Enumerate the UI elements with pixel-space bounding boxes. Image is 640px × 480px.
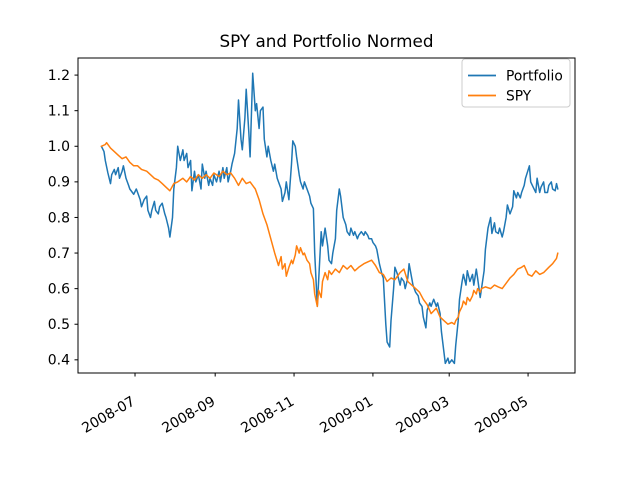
chart-title: SPY and Portfolio Normed [219, 31, 433, 51]
y-tick-label: 1.0 [48, 139, 70, 155]
legend: Portfolio SPY [461, 58, 571, 108]
y-tick-label: 1.2 [48, 68, 70, 84]
y-tick-label: 0.5 [48, 317, 70, 333]
y-tick-label: 0.7 [48, 246, 70, 262]
legend-label-portfolio: Portfolio [506, 69, 563, 85]
y-tick-label: 0.8 [48, 210, 70, 226]
y-tick-label: 0.6 [48, 281, 70, 297]
plot-border [77, 57, 576, 374]
y-tick-label: 1.1 [48, 103, 70, 119]
series-line-spy [100, 141, 559, 325]
y-axis-ticks: 0.4 0.5 0.6 0.7 0.8 0.9 1.0 1.1 1.2 [48, 68, 78, 369]
legend-label-spy: SPY [506, 89, 532, 105]
series-lines [100, 72, 559, 365]
series-line-portfolio [100, 72, 559, 365]
y-tick-label: 0.4 [48, 353, 70, 369]
y-tick-label: 0.9 [48, 175, 70, 191]
